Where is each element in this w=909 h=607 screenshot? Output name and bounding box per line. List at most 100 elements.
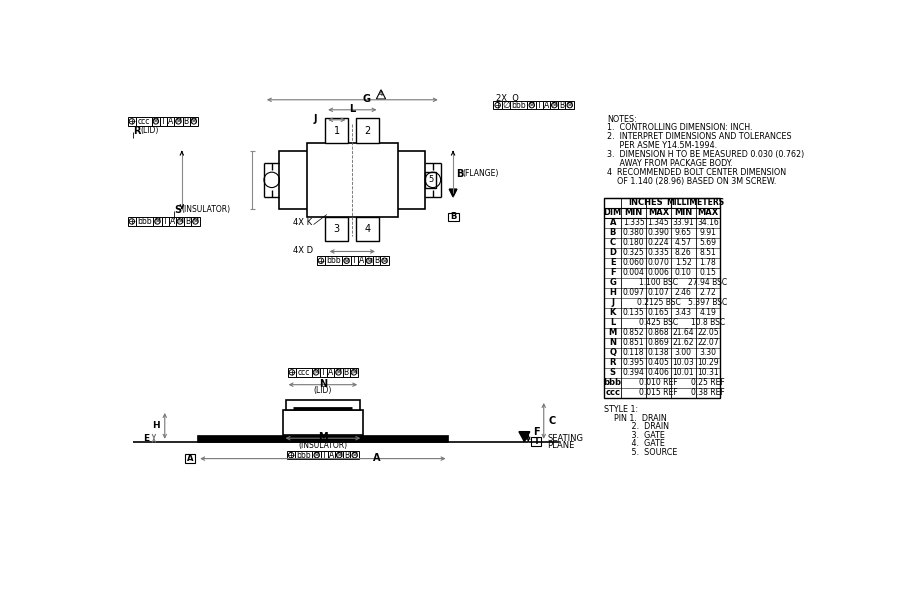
Text: 5.397 BSC: 5.397 BSC bbox=[688, 298, 728, 307]
Text: 4.57: 4.57 bbox=[674, 238, 692, 247]
Text: ccc: ccc bbox=[137, 117, 150, 126]
Text: 1.52: 1.52 bbox=[674, 258, 692, 267]
Text: B: B bbox=[185, 217, 190, 226]
Text: 10.29: 10.29 bbox=[697, 358, 719, 367]
Text: F: F bbox=[533, 427, 540, 436]
Bar bbox=[350, 451, 359, 459]
Text: L: L bbox=[610, 318, 615, 327]
Bar bbox=[162, 217, 169, 226]
Text: A: A bbox=[544, 101, 549, 110]
Text: T: T bbox=[534, 437, 539, 446]
Text: T: T bbox=[163, 217, 167, 226]
Text: T: T bbox=[322, 450, 326, 459]
Text: (LID): (LID) bbox=[141, 126, 159, 135]
Bar bbox=[494, 101, 502, 109]
Text: T: T bbox=[161, 117, 166, 126]
Bar bbox=[175, 217, 185, 226]
Bar bbox=[351, 257, 358, 265]
Text: M: M bbox=[318, 432, 327, 443]
Text: 1.345: 1.345 bbox=[647, 218, 669, 227]
Text: A: A bbox=[169, 217, 175, 226]
Text: 10.31: 10.31 bbox=[697, 368, 719, 378]
Text: B: B bbox=[559, 101, 564, 110]
Bar bbox=[185, 217, 191, 226]
Text: Q: Q bbox=[609, 348, 616, 358]
Text: K: K bbox=[610, 308, 616, 317]
Text: 9.65: 9.65 bbox=[674, 228, 692, 237]
Text: 0.010 REF: 0.010 REF bbox=[639, 378, 678, 387]
Bar bbox=[153, 217, 162, 226]
Text: 0.107: 0.107 bbox=[647, 288, 669, 297]
Text: F: F bbox=[610, 268, 615, 277]
Text: 5: 5 bbox=[428, 175, 434, 185]
Text: B: B bbox=[344, 368, 349, 377]
Text: 0.004: 0.004 bbox=[623, 268, 644, 277]
Bar bbox=[136, 217, 153, 226]
Bar bbox=[425, 172, 436, 188]
Text: (INSULATOR): (INSULATOR) bbox=[182, 205, 231, 214]
Text: 1.100 BSC: 1.100 BSC bbox=[639, 278, 678, 287]
Text: MIN: MIN bbox=[624, 208, 643, 217]
Text: 0.006: 0.006 bbox=[647, 268, 669, 277]
Text: 1: 1 bbox=[334, 126, 340, 135]
Text: 0.425 BSC: 0.425 BSC bbox=[639, 318, 678, 327]
Text: 33.91: 33.91 bbox=[673, 218, 694, 227]
Text: M: M bbox=[609, 328, 617, 337]
Text: MAX: MAX bbox=[648, 208, 669, 217]
Text: 2.  DRAIN: 2. DRAIN bbox=[604, 422, 669, 432]
Text: (LID): (LID) bbox=[314, 386, 332, 395]
Text: bbb: bbb bbox=[604, 378, 622, 387]
Text: 8.51: 8.51 bbox=[700, 248, 716, 257]
Text: MIN: MIN bbox=[674, 208, 693, 217]
Text: M: M bbox=[344, 258, 350, 263]
Text: 4.  GATE: 4. GATE bbox=[604, 439, 665, 449]
Text: 5.69: 5.69 bbox=[700, 238, 716, 247]
Bar bbox=[321, 451, 328, 459]
Bar bbox=[380, 257, 389, 265]
Text: 0.165: 0.165 bbox=[647, 308, 669, 317]
Bar bbox=[511, 101, 527, 109]
Bar bbox=[374, 257, 380, 265]
Text: 0.38 REF: 0.38 REF bbox=[691, 388, 724, 397]
Text: bbb: bbb bbox=[326, 256, 341, 265]
Text: 0.405: 0.405 bbox=[647, 358, 669, 367]
Text: B: B bbox=[375, 256, 379, 265]
Text: 2X  Q: 2X Q bbox=[496, 93, 519, 103]
Text: 3.  DIMENSION H TO BE MEASURED 0.030 (0.762): 3. DIMENSION H TO BE MEASURED 0.030 (0.7… bbox=[607, 150, 804, 159]
Text: 2.  INTERPRET DIMENSIONS AND TOLERANCES: 2. INTERPRET DIMENSIONS AND TOLERANCES bbox=[607, 132, 792, 141]
Bar bbox=[197, 435, 448, 442]
Bar bbox=[358, 257, 365, 265]
Text: 21.64: 21.64 bbox=[673, 328, 694, 337]
Bar bbox=[136, 117, 152, 126]
Text: 4: 4 bbox=[365, 224, 371, 234]
Text: 22.05: 22.05 bbox=[697, 328, 719, 337]
Text: PLANE: PLANE bbox=[547, 441, 575, 450]
Text: 2.46: 2.46 bbox=[674, 288, 692, 297]
Text: OF 1.140 (28.96) BASED ON 3M SCREW.: OF 1.140 (28.96) BASED ON 3M SCREW. bbox=[607, 177, 776, 186]
Text: G: G bbox=[609, 278, 616, 287]
Text: bbb: bbb bbox=[137, 217, 152, 226]
Text: 1.78: 1.78 bbox=[700, 258, 716, 267]
Text: 1.335: 1.335 bbox=[623, 218, 644, 227]
Text: bbb: bbb bbox=[512, 101, 526, 110]
Text: 0.380: 0.380 bbox=[623, 228, 644, 237]
Text: 0.2125 BSC: 0.2125 BSC bbox=[636, 298, 680, 307]
Text: A: A bbox=[328, 368, 334, 377]
Text: 1.  CONTROLLING DIMENSION: INCH.: 1. CONTROLLING DIMENSION: INCH. bbox=[607, 123, 753, 132]
Bar bbox=[365, 257, 374, 265]
Polygon shape bbox=[519, 432, 530, 442]
Text: 27.94 BSC: 27.94 BSC bbox=[688, 278, 727, 287]
Bar bbox=[127, 217, 136, 226]
Text: bbb: bbb bbox=[296, 450, 311, 459]
Text: S: S bbox=[610, 368, 615, 378]
Text: 0.25 REF: 0.25 REF bbox=[691, 378, 724, 387]
Bar bbox=[448, 213, 458, 222]
Bar bbox=[350, 368, 358, 376]
Text: 10.8 BSC: 10.8 BSC bbox=[691, 318, 725, 327]
Bar bbox=[295, 451, 313, 459]
Bar bbox=[175, 117, 183, 126]
Text: R: R bbox=[609, 358, 616, 367]
Text: H: H bbox=[153, 421, 160, 430]
Text: 10.03: 10.03 bbox=[673, 358, 694, 367]
Text: M: M bbox=[551, 102, 557, 108]
